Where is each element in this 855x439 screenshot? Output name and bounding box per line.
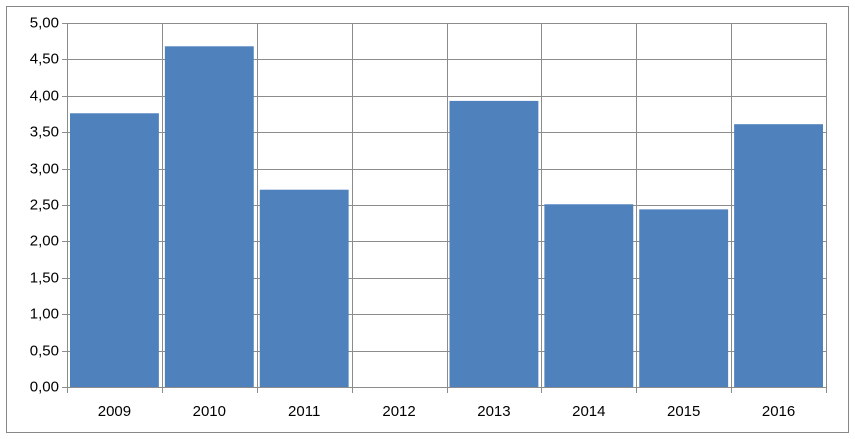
bar — [734, 124, 823, 387]
y-tick-label: 4,00 — [30, 87, 59, 104]
x-tick-label: 2010 — [193, 403, 226, 420]
y-tick-label: 3,00 — [30, 160, 59, 177]
x-tick-label: 2016 — [762, 403, 795, 420]
y-tick-label: 3,50 — [30, 123, 59, 140]
bar — [70, 113, 159, 387]
x-tick-label: 2009 — [98, 403, 131, 420]
y-tick-label: 0,50 — [30, 342, 59, 359]
y-tick-label: 0,00 — [30, 378, 59, 395]
y-tick-label: 5,00 — [30, 14, 59, 31]
bar — [164, 46, 254, 388]
bar — [449, 100, 539, 388]
x-tick-label: 2012 — [382, 403, 415, 420]
bar — [639, 209, 729, 387]
bar — [544, 204, 634, 387]
x-tick-label: 2013 — [477, 403, 510, 420]
y-tick-label: 2,00 — [30, 232, 59, 249]
bar — [259, 189, 349, 387]
y-tick-label: 2,50 — [30, 196, 59, 213]
y-tick-label: 1,00 — [30, 305, 59, 322]
x-tick-label: 2015 — [667, 403, 700, 420]
x-tick-label: 2011 — [288, 403, 320, 420]
x-tick-label: 2014 — [572, 403, 605, 420]
y-tick-label: 1,50 — [30, 269, 59, 286]
y-tick-label: 4,50 — [30, 50, 59, 67]
